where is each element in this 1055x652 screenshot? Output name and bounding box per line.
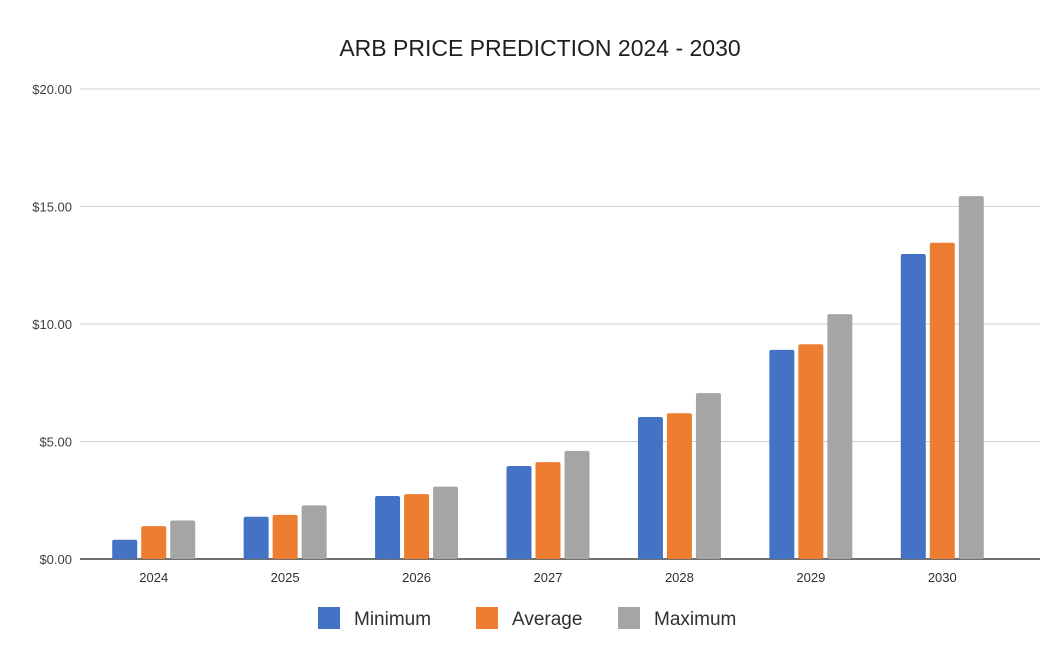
x-axis-tick-labels: 2024 2025 2026 2027 2028 2029 2030 — [139, 570, 956, 585]
bar-maximum-2028 — [695, 393, 721, 559]
bar-average-2030 — [929, 242, 955, 559]
bar-maximum-2025 — [301, 505, 327, 559]
x-tick-label: 2029 — [796, 570, 825, 585]
bar-minimum-2030 — [900, 253, 926, 559]
legend-item-maximum[interactable]: Maximum — [618, 607, 736, 630]
bar-average-2024 — [141, 526, 167, 559]
y-tick-label: $15.00 — [32, 200, 72, 215]
legend-item-minimum[interactable]: Minimum — [318, 607, 431, 630]
bars — [112, 196, 984, 559]
x-tick-label: 2027 — [534, 570, 563, 585]
legend-label: Maximum — [654, 609, 736, 630]
x-tick-label: 2024 — [139, 570, 168, 585]
y-axis-tick-labels: $0.00 $5.00 $10.00 $15.00 $20.00 — [32, 82, 72, 567]
y-tick-label: $5.00 — [39, 435, 72, 450]
chart-title: ARB PRICE PREDICTION 2024 - 2030 — [339, 35, 740, 61]
y-tick-label: $0.00 — [39, 552, 72, 567]
bar-minimum-2029 — [769, 349, 795, 559]
y-tick-label: $20.00 — [32, 82, 72, 97]
bar-maximum-2027 — [564, 450, 590, 559]
legend-label: Minimum — [354, 609, 431, 630]
bar-minimum-2025 — [243, 516, 269, 559]
legend-swatch — [618, 607, 640, 629]
bar-average-2027 — [535, 462, 561, 559]
bar-average-2029 — [798, 344, 824, 559]
legend: Minimum Average Maximum — [318, 607, 736, 630]
x-tick-label: 2030 — [928, 570, 957, 585]
bar-maximum-2024 — [170, 520, 196, 559]
legend-swatch — [318, 607, 340, 629]
x-tick-label: 2026 — [402, 570, 431, 585]
bar-maximum-2029 — [827, 314, 853, 559]
bar-average-2025 — [272, 514, 298, 559]
bar-minimum-2027 — [506, 465, 532, 559]
legend-label: Average — [512, 609, 582, 630]
bar-minimum-2024 — [112, 539, 138, 559]
gridlines — [80, 88, 1040, 560]
y-tick-label: $10.00 — [32, 317, 72, 332]
bar-average-2028 — [666, 413, 692, 559]
x-tick-label: 2028 — [665, 570, 694, 585]
legend-swatch — [476, 607, 498, 629]
bar-maximum-2030 — [958, 196, 984, 559]
bar-maximum-2026 — [433, 486, 459, 559]
bar-average-2026 — [404, 494, 430, 559]
bar-minimum-2028 — [637, 417, 663, 559]
bar-minimum-2026 — [375, 496, 401, 559]
x-tick-label: 2025 — [271, 570, 300, 585]
legend-item-average[interactable]: Average — [476, 607, 582, 630]
